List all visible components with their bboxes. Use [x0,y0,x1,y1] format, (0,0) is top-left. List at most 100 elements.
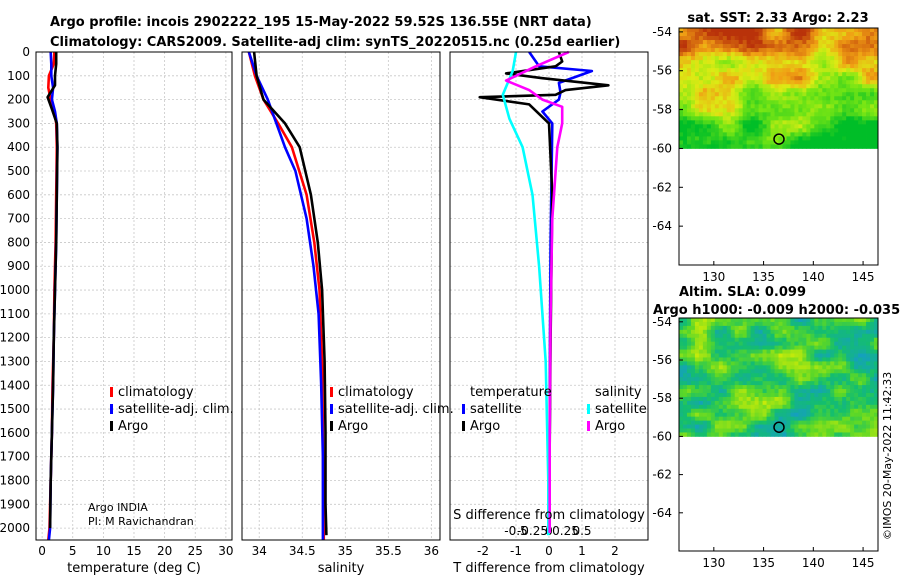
map-cell [862,385,867,390]
map-cell [686,100,692,105]
map-cell [850,108,855,113]
map-cell [870,396,875,402]
map-cell [798,369,803,374]
map-cell [682,428,688,433]
map-cell [742,361,748,366]
map-cell [802,337,807,343]
map-cell [762,400,767,406]
map-cell [710,404,716,410]
map-cell [694,56,700,61]
map-cell [746,365,752,370]
map-cell [694,420,700,425]
map-cell [702,357,708,362]
x-tick-label: 25 [188,544,203,558]
series-line-argo [46,52,59,529]
map-cell [786,337,791,343]
map-cell [790,396,795,402]
map-cell [870,28,875,33]
map-cell [714,28,720,33]
map-cell [679,412,684,418]
map-cell [778,108,783,113]
map-cell [766,28,771,33]
map-cell [790,325,795,331]
map-cell [698,420,704,425]
map-cell [722,325,728,331]
map-cell [766,396,771,402]
map-cell [702,408,708,414]
map-cell [702,381,708,386]
map-cell [838,349,843,354]
map-cell [718,80,724,85]
map-cell [694,88,700,93]
map-cell [866,104,871,109]
map-cell [726,84,732,89]
map-cell [758,357,763,362]
map-cell [690,84,696,89]
map-cell [842,92,847,97]
map-cell [790,389,795,394]
legend-climatology-swatch [110,387,113,397]
map-cell [854,333,859,339]
map-cell [758,349,763,354]
map-cell [738,333,744,339]
map-cell [838,60,843,65]
map-cell [806,116,811,121]
map-cell [730,420,736,425]
map-cell [838,56,843,61]
map-cell [730,88,736,93]
map-cell [750,72,756,77]
map-cell [806,365,811,370]
map-cell [690,108,696,113]
map-cell [734,52,740,57]
map-cell [834,44,839,49]
map-cell [774,392,779,398]
map-cell [750,369,756,374]
map-cell [730,28,736,33]
map-cell [782,60,787,65]
map-cell [742,381,748,386]
map-cell [842,56,847,61]
map-cell [822,369,827,374]
map-cell [794,400,799,406]
map-cell [722,40,728,45]
map-cell [686,420,692,425]
map-cell [679,321,684,327]
map-cell [786,40,791,45]
map-cell [786,349,791,354]
map-cell [798,60,803,65]
map-cell [806,44,811,49]
map-cell [858,60,863,65]
map-cell [834,48,839,53]
map-cell [818,349,823,354]
map-cell [706,40,712,45]
map-cell [814,404,819,410]
map-cell [754,420,759,425]
map-cell [758,100,763,105]
map-cell [694,381,700,386]
map-cell [758,136,763,141]
map-cell [706,128,712,133]
map-cell [774,400,779,406]
map-cell [714,329,720,335]
map-cell [794,357,799,362]
map-cell [750,345,756,350]
map-cell [782,100,787,105]
map-cell [874,96,879,101]
map-cell [750,92,756,97]
map-cell [702,321,708,327]
map-cell [826,40,831,45]
map-cell [694,369,700,374]
map-cell [714,44,720,49]
map-cell [702,128,708,133]
map-cell [742,28,748,33]
map-cell [690,32,696,37]
map-cell [722,88,728,93]
map-cell [790,76,795,81]
map-cell [710,36,716,41]
map-cell [754,432,759,437]
map-cell [838,68,843,73]
map-cell [874,389,879,394]
map-cell [842,432,847,437]
map-cell [766,140,771,145]
map-cell [750,140,756,145]
